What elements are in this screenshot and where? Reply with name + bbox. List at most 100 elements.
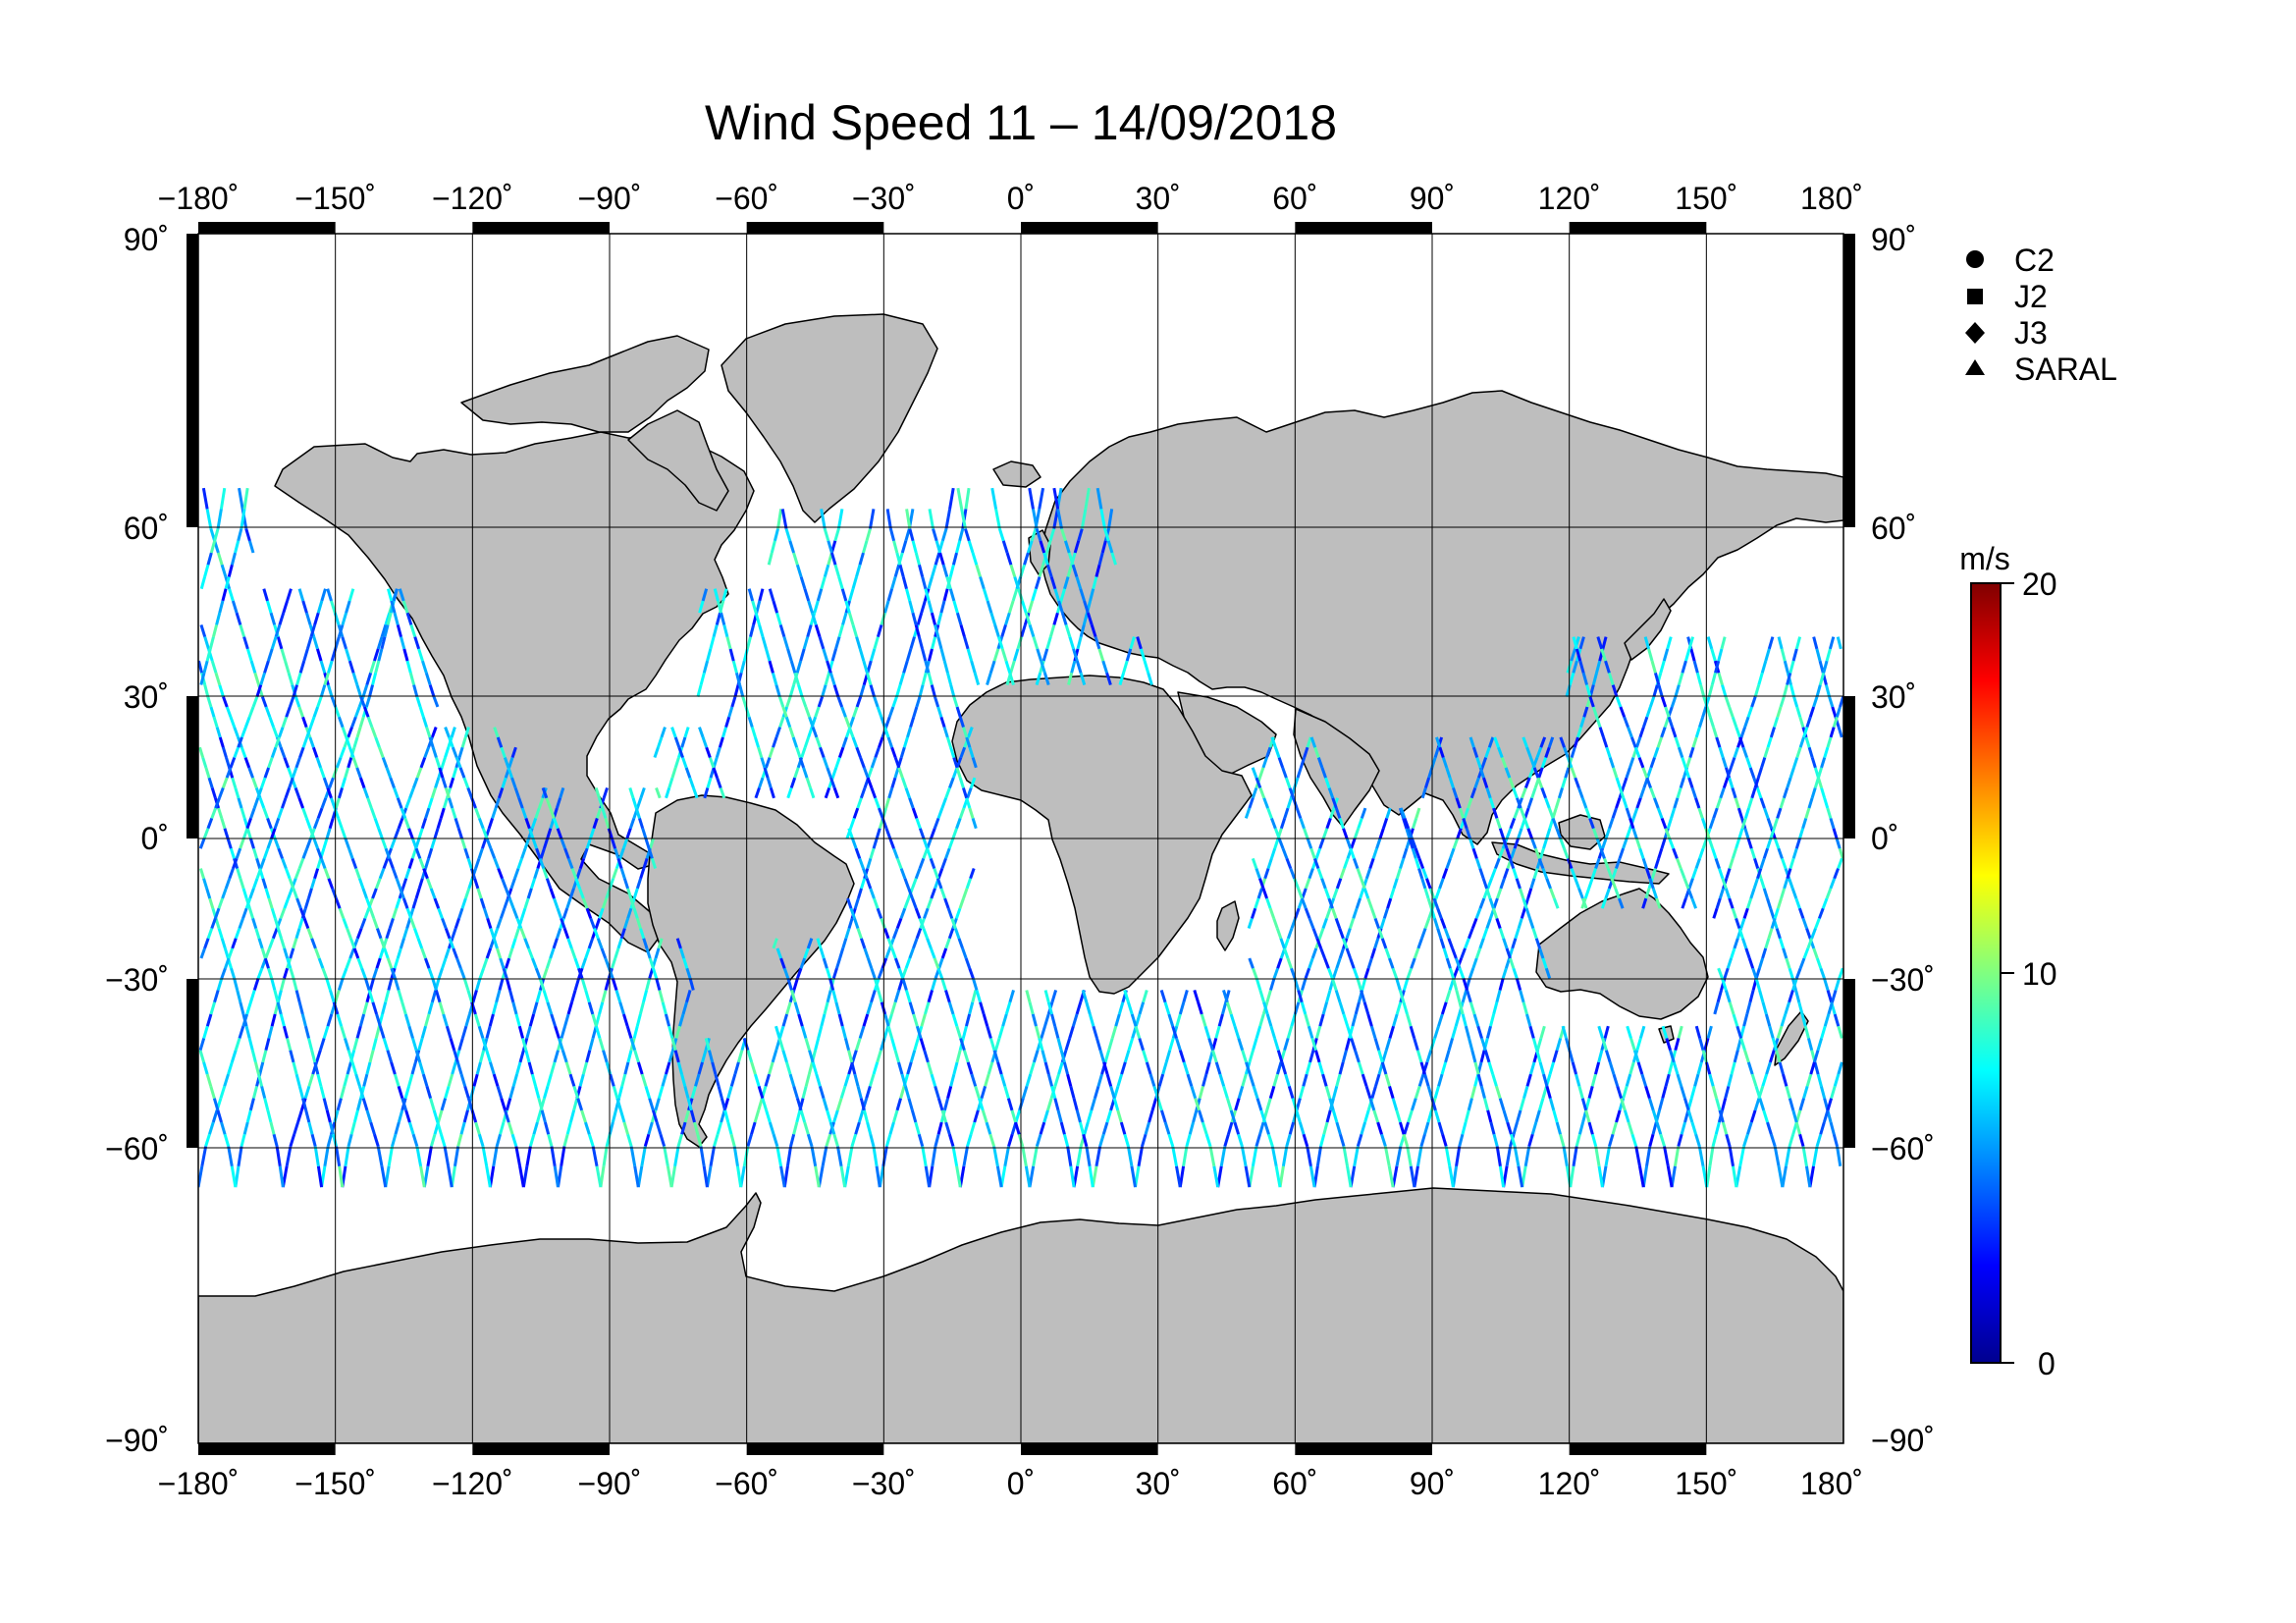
wind-speed-track-segment	[713, 588, 720, 602]
lon-label-top: −150˚	[294, 181, 376, 216]
wind-speed-track-segment	[1035, 1133, 1042, 1147]
wind-speed-track-segment	[1415, 807, 1421, 819]
wind-speed-track-segment	[1192, 1109, 1199, 1123]
wind-speed-track-segment	[971, 990, 978, 1003]
wind-speed-track-segment	[931, 1146, 937, 1166]
wind-speed-track-segment	[658, 990, 665, 1003]
wind-speed-track-segment	[313, 868, 320, 880]
wind-speed-track-segment	[1088, 1165, 1095, 1188]
wind-speed-track-segment	[481, 1037, 489, 1052]
wind-speed-track-segment	[372, 917, 379, 930]
wind-speed-track-segment	[1766, 736, 1773, 748]
wind-speed-track-segment	[685, 990, 692, 1003]
wind-speed-track-segment	[1258, 786, 1266, 799]
wind-speed-track-segment	[853, 1073, 860, 1087]
wind-speed-track-segment	[206, 696, 213, 708]
wind-speed-track-segment	[1384, 947, 1391, 959]
wind-speed-track-segment	[1283, 1037, 1290, 1052]
wind-speed-track-segment	[1498, 928, 1506, 940]
wind-speed-track-segment	[838, 947, 845, 959]
wind-speed-track-segment	[319, 857, 327, 870]
wind-speed-track-segment	[323, 867, 331, 880]
wind-speed-track-segment	[653, 746, 660, 758]
wind-speed-track-segment	[305, 838, 312, 849]
wind-speed-track-segment	[1424, 878, 1432, 890]
wind-speed-track-segment	[830, 767, 838, 779]
wind-speed-track-segment	[1753, 1098, 1761, 1111]
wind-speed-track-segment	[248, 1098, 255, 1111]
wind-speed-track-segment	[1039, 540, 1046, 554]
wind-speed-track-segment	[393, 1073, 400, 1087]
wind-speed-track-segment	[407, 857, 414, 869]
wind-speed-track-segment	[224, 878, 232, 890]
wind-speed-track-segment	[657, 938, 664, 949]
wind-speed-track-segment	[1060, 528, 1067, 542]
wind-speed-track-segment	[392, 588, 399, 602]
wind-speed-track-segment	[1790, 888, 1798, 899]
wind-speed-track-segment	[247, 706, 255, 718]
wind-speed-track-segment	[1143, 660, 1150, 674]
wind-speed-track-segment	[384, 990, 391, 1003]
wind-speed-track-segment	[303, 1025, 310, 1039]
wind-speed-track-segment	[1627, 1121, 1634, 1135]
wind-speed-track-segment	[715, 746, 721, 758]
wind-speed-track-segment	[1728, 897, 1735, 909]
wind-speed-track-segment	[1806, 938, 1814, 949]
wind-speed-track-segment	[251, 696, 259, 708]
wind-speed-track-segment	[291, 767, 298, 779]
wind-speed-track-segment	[1056, 1038, 1063, 1052]
wind-speed-track-segment	[1369, 907, 1377, 919]
wind-speed-track-segment	[1572, 660, 1578, 674]
wind-speed-track-segment	[1538, 847, 1545, 859]
wind-speed-track-segment	[1495, 1085, 1502, 1099]
wind-speed-track-segment	[223, 1133, 231, 1147]
wind-speed-track-segment	[1712, 727, 1719, 738]
wind-speed-track-segment	[411, 1133, 419, 1147]
wind-speed-track-segment	[1258, 1121, 1265, 1135]
wind-speed-track-segment	[1053, 1025, 1060, 1039]
wind-speed-track-segment	[867, 767, 874, 779]
wind-speed-track-segment	[1360, 990, 1366, 1003]
wind-speed-track-segment	[1126, 1146, 1134, 1166]
wind-speed-track-segment	[573, 977, 581, 991]
wind-speed-track-segment	[203, 564, 210, 577]
wind-speed-track-segment	[1330, 977, 1338, 991]
wind-speed-track-segment	[753, 1109, 761, 1123]
wind-speed-track-segment	[1530, 838, 1537, 849]
wind-speed-track-segment	[1714, 660, 1721, 674]
wind-speed-track-segment	[205, 888, 212, 899]
wind-speed-track-segment	[1032, 1146, 1039, 1166]
wind-speed-track-segment	[1721, 1098, 1728, 1111]
wind-speed-track-segment	[550, 1013, 558, 1027]
wind-speed-track-segment	[840, 588, 848, 602]
wind-speed-track-segment	[757, 746, 764, 758]
wind-speed-track-segment	[1375, 838, 1382, 849]
frame-segment	[198, 1443, 336, 1455]
wind-speed-track-segment	[1695, 672, 1703, 685]
wind-speed-track-segment	[390, 1061, 397, 1075]
wind-speed-track-segment	[964, 528, 971, 542]
wind-speed-track-segment	[730, 696, 737, 708]
wind-speed-track-segment	[1444, 1050, 1451, 1063]
wind-speed-track-segment	[1468, 838, 1475, 849]
wind-speed-track-segment	[259, 672, 266, 685]
lon-label-top: 60˚	[1272, 181, 1317, 216]
wind-speed-track-segment	[1050, 1085, 1057, 1099]
wind-speed-track-segment	[1640, 1073, 1648, 1087]
wind-speed-track-segment	[990, 487, 998, 510]
wind-speed-track-segment	[1815, 648, 1822, 662]
wind-speed-track-segment	[270, 1013, 277, 1027]
wind-speed-track-segment	[355, 927, 363, 940]
wind-speed-track-segment	[1363, 967, 1370, 979]
wind-speed-track-segment	[892, 847, 899, 859]
wind-speed-track-segment	[1281, 1146, 1289, 1166]
wind-speed-track-segment	[1514, 928, 1521, 940]
wind-speed-track-segment	[431, 746, 438, 758]
wind-speed-track-segment	[1749, 1109, 1757, 1123]
wind-speed-track-segment	[356, 957, 364, 969]
wind-speed-track-segment	[1575, 1133, 1581, 1147]
wind-speed-track-segment	[1129, 636, 1136, 650]
wind-speed-track-segment	[1212, 1165, 1220, 1188]
wind-speed-track-segment	[563, 1013, 570, 1027]
wind-speed-track-segment	[1426, 1109, 1433, 1123]
